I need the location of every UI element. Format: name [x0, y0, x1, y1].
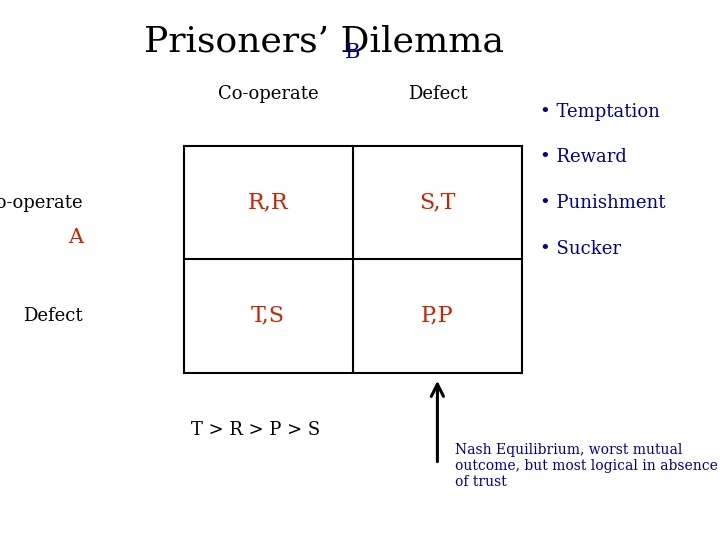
Text: T > R > P > S: T > R > P > S — [191, 421, 320, 439]
Text: B: B — [345, 43, 361, 62]
Text: P,P: P,P — [421, 305, 454, 327]
Text: Defect: Defect — [23, 307, 83, 325]
Text: T,S: T,S — [251, 305, 285, 327]
Text: Co-operate: Co-operate — [0, 193, 83, 212]
Text: A: A — [68, 228, 83, 247]
Text: • Temptation: • Temptation — [540, 103, 660, 120]
Text: • Sucker: • Sucker — [540, 240, 621, 258]
Text: R,R: R,R — [248, 192, 289, 213]
Text: S,T: S,T — [419, 192, 456, 213]
Text: • Punishment: • Punishment — [540, 194, 665, 212]
Text: • Reward: • Reward — [540, 148, 627, 166]
Text: Defect: Defect — [408, 85, 467, 103]
Text: Prisoners’ Dilemma: Prisoners’ Dilemma — [144, 24, 504, 58]
Text: Nash Equilibrium, worst mutual
outcome, but most logical in absence
of trust: Nash Equilibrium, worst mutual outcome, … — [455, 443, 719, 489]
Text: Co-operate: Co-operate — [218, 85, 318, 103]
